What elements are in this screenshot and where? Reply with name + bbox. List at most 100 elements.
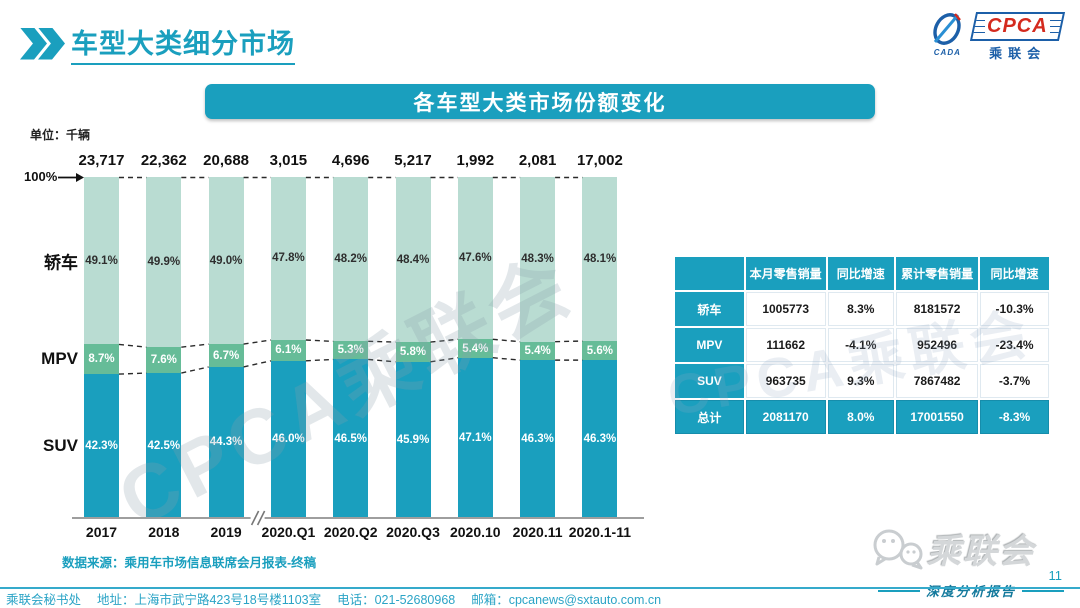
segment-percent-label: 5.6%: [586, 344, 613, 357]
bottom-brand: 乘联会: [869, 524, 1035, 573]
bar-segment: 5.8%: [395, 342, 431, 362]
table-row: 轿车 1005773 8.3% 8181572 -10.3%: [675, 292, 1049, 326]
page-header: 车型大类细分市场: [20, 22, 295, 65]
bar-segment: 48.3%: [520, 177, 556, 342]
value-cell: -3.7%: [980, 364, 1049, 398]
bar-segment: 42.3%: [84, 374, 119, 518]
x-axis-label: 2020.Q3: [386, 524, 440, 540]
value-cell: 8181572: [896, 292, 979, 326]
chart-title-banner: 各车型大类市场份额变化: [205, 84, 875, 119]
bar-total-label: 20,688: [203, 152, 250, 169]
value-cell: 1005773: [745, 292, 826, 326]
segment-percent-label: 48.2%: [334, 253, 367, 266]
bar-segment: 46.5%: [333, 359, 369, 518]
bar-segment: 47.1%: [457, 357, 493, 518]
segment-percent-label: 48.4%: [396, 253, 430, 266]
bar-segment: 6.7%: [208, 344, 244, 367]
table-header-cell: 同比增速: [827, 257, 895, 290]
bar-segment: 47.8%: [270, 177, 306, 340]
x-axis-label: 2017: [85, 524, 118, 540]
segment-percent-label: 6.7%: [212, 349, 240, 362]
segment-percent-label: 46.3%: [521, 433, 554, 446]
row-label-cell: 总计: [675, 400, 744, 434]
bar-segment: 48.1%: [582, 177, 618, 342]
unit-label: 单位：千辆: [30, 128, 91, 142]
table-header-cell: [675, 257, 744, 290]
series-label-sedan: 轿车: [44, 253, 78, 273]
bar-segment: 44.3%: [208, 366, 244, 518]
segment-percent-label: 49.1%: [85, 254, 118, 267]
bar-segment: 8.7%: [84, 344, 119, 375]
table-row: MPV 111662 -4.1% 952496 -23.4%: [675, 328, 1049, 362]
table-header-cell: 累计零售销量: [896, 257, 979, 290]
table-header-cell: 同比增速: [980, 257, 1049, 290]
bar-segment: 46.3%: [520, 360, 556, 518]
value-cell: -23.4%: [980, 328, 1049, 362]
row-label-cell: MPV: [675, 328, 744, 362]
stacked-bar-chart: 49.1% 8.7% 42.3% 23,717 2017 49.9% 7.6% 42.5% 22…: [41, 152, 632, 540]
table-row: SUV 963735 9.3% 7867482 -3.7%: [675, 364, 1049, 398]
bar-segment: 7.6%: [146, 347, 182, 374]
row-label-cell: 轿车: [675, 292, 744, 326]
bar-segment: 49.1%: [84, 177, 119, 345]
data-source-note: 数据来源：乘用车市场信息联席会月报表-终稿: [62, 556, 317, 570]
segment-percent-label: 6.1%: [275, 344, 302, 357]
segment-percent-label: 42.3%: [85, 440, 118, 453]
axis-100-label: 100%: [24, 169, 58, 184]
bar-total-label: 23,717: [78, 152, 125, 169]
value-cell: 111662: [745, 328, 826, 362]
segment-percent-label: 48.3%: [521, 253, 554, 266]
tagline-rule: [1022, 589, 1064, 592]
bar-segment: 49.9%: [146, 177, 182, 348]
bar-segment: 5.4%: [457, 339, 493, 358]
segment-percent-label: 44.3%: [209, 436, 243, 449]
row-label-cell: SUV: [675, 364, 744, 398]
bar-segment: 5.3%: [333, 341, 369, 360]
bar-total-label: 5,217: [394, 152, 432, 169]
value-cell: -10.3%: [980, 292, 1049, 326]
bar-segment: 46.0%: [270, 360, 306, 518]
cpca-flag-shape: CPCA: [970, 12, 1066, 41]
x-axis-label: 2020.Q2: [323, 524, 378, 540]
x-axis-label: 2020.1-11: [568, 524, 632, 540]
value-cell: 963735: [745, 364, 826, 398]
value-cell: 8.0%: [827, 400, 895, 434]
segment-percent-label: 5.4%: [462, 342, 489, 355]
x-axis-label: 2020.10: [449, 524, 501, 540]
value-cell: 9.3%: [827, 364, 895, 398]
bar-total-label: 4,696: [331, 152, 370, 169]
segment-percent-label: 47.6%: [458, 252, 492, 265]
value-cell: 7867482: [896, 364, 979, 398]
footer: 乘联会秘书处 地址：上海市武宁路423号18号楼1103室 电话：021-526…: [0, 587, 1080, 608]
x-axis-label: 2018: [148, 524, 180, 540]
segment-percent-label: 42.5%: [147, 439, 181, 452]
segment-percent-label: 5.4%: [524, 344, 551, 357]
bar-total-label: 17,002: [576, 152, 623, 169]
bar-segment: 48.2%: [333, 177, 369, 342]
bar-total-label: 1,992: [456, 152, 495, 169]
bar-segment: 48.4%: [395, 177, 431, 343]
value-cell: 8.3%: [827, 292, 895, 326]
segment-percent-label: 45.9%: [396, 433, 430, 446]
wechat-icon: [873, 529, 923, 569]
bar-segment: 47.6%: [457, 177, 493, 340]
cpca-brand-cn: 乘联会: [989, 46, 1047, 61]
bar-total-label: 22,362: [140, 152, 187, 169]
segment-percent-label: 49.9%: [147, 256, 181, 269]
value-cell: -4.1%: [827, 328, 895, 362]
segment-percent-label: 8.7%: [88, 353, 115, 366]
bar-segment: 42.5%: [146, 373, 182, 518]
cpca-flag: CPCA 乘联会: [970, 12, 1066, 62]
tagline-rule: [877, 589, 920, 592]
segment-percent-label: 5.3%: [337, 344, 364, 357]
footer-contact: 乘联会秘书处 地址：上海市武宁路423号18号楼1103室 电话：021-526…: [6, 593, 662, 607]
page-number: 11: [1048, 568, 1063, 583]
segment-percent-label: 48.1%: [583, 253, 617, 265]
table-row: 总计 2081170 8.0% 17001550 -8.3%: [675, 400, 1049, 434]
segment-percent-label: 46.5%: [334, 432, 367, 445]
cpca-brand-text: CPCA: [985, 15, 1050, 38]
x-axis-label: 2020.Q1: [261, 524, 316, 540]
segment-percent-label: 49.0%: [209, 254, 243, 267]
sales-table: 本月零售销量 同比增速 累计零售销量 同比增速 轿车 1005773 8.3% 8181572…: [673, 255, 1051, 436]
